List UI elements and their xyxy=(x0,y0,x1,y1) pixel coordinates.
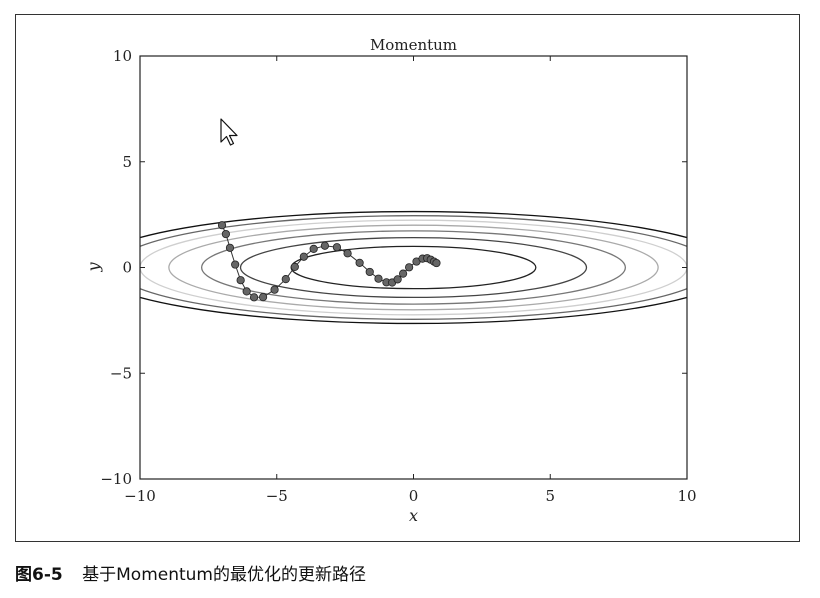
path-point xyxy=(236,276,245,285)
path-point xyxy=(309,244,318,253)
path-point xyxy=(221,229,230,239)
path-point xyxy=(299,252,308,261)
path-point xyxy=(290,262,299,271)
contour-level-6 xyxy=(140,215,687,320)
path-point xyxy=(374,274,383,283)
chart-title: Momentum xyxy=(370,36,457,54)
path-point xyxy=(332,243,342,252)
y-tick-labels: −10 −5 0 5 10 xyxy=(100,47,132,488)
figure-caption-text: 基于Momentum的最优化的更新路径 xyxy=(82,565,366,585)
figure-number: 图6-5 xyxy=(15,565,63,585)
y-tick-label: 0 xyxy=(122,259,132,277)
x-tick-label: 0 xyxy=(409,487,419,505)
y-axis-label: y xyxy=(84,262,103,273)
contour-level-1 xyxy=(290,245,537,290)
path-point xyxy=(281,275,290,284)
path-point xyxy=(355,258,364,267)
x-tick-label: −10 xyxy=(124,487,156,505)
contour-level-2 xyxy=(239,236,588,299)
path-point xyxy=(432,258,441,268)
contour-level-3 xyxy=(200,230,627,305)
path-point xyxy=(320,241,329,250)
path-point xyxy=(270,285,279,294)
y-tick-label: 5 xyxy=(122,153,132,171)
path-point xyxy=(365,267,374,277)
path-point xyxy=(258,293,268,302)
y-tick-label: −5 xyxy=(110,364,132,382)
path-point xyxy=(405,263,414,272)
contour-lines xyxy=(140,210,687,325)
x-tick-label: 5 xyxy=(545,487,555,505)
mouse-pointer-icon xyxy=(220,118,238,146)
y-tick-label: −10 xyxy=(100,470,132,488)
x-tick-labels: −10 −5 0 5 10 xyxy=(124,487,696,505)
figure-caption: 图6-5 基于Momentum的最优化的更新路径 xyxy=(15,560,366,585)
path-point xyxy=(231,260,240,269)
x-tick-label: −5 xyxy=(266,487,288,505)
contour-level-7 xyxy=(140,210,687,325)
path-point xyxy=(393,275,402,284)
path-point xyxy=(217,221,227,230)
y-tick-label: 10 xyxy=(113,47,132,65)
path-point xyxy=(242,287,251,296)
x-tick-label: 10 xyxy=(677,487,696,505)
contour-level-5 xyxy=(140,219,687,316)
x-axis-label: x xyxy=(409,506,418,525)
path-point xyxy=(399,269,408,278)
contour-level-4 xyxy=(168,224,659,311)
optimization-path xyxy=(217,221,441,302)
path-point xyxy=(225,243,235,252)
path-point xyxy=(249,293,259,302)
path-point xyxy=(343,249,352,258)
axis-ticks xyxy=(139,55,688,480)
